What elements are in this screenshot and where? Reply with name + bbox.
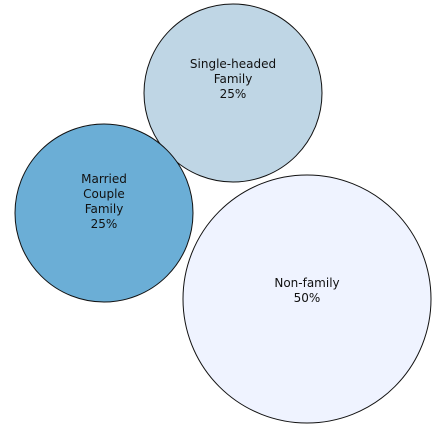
bubble-label-line: Single-headed — [190, 57, 276, 71]
bubble-label-line: 50% — [294, 291, 321, 305]
bubble-label-line: Family — [85, 202, 124, 216]
bubble-label-line: Couple — [83, 187, 125, 201]
bubble-label-line: Married — [81, 172, 127, 186]
bubble-circle — [14, 123, 194, 303]
bubble-label-line: Non-family — [274, 276, 339, 290]
bubble-label-line: Family — [214, 72, 253, 86]
bubble-circle — [182, 174, 432, 424]
bubble-label-line: 25% — [220, 87, 247, 101]
bubble-label-line: 25% — [91, 217, 118, 231]
bubble-circle — [143, 3, 323, 183]
